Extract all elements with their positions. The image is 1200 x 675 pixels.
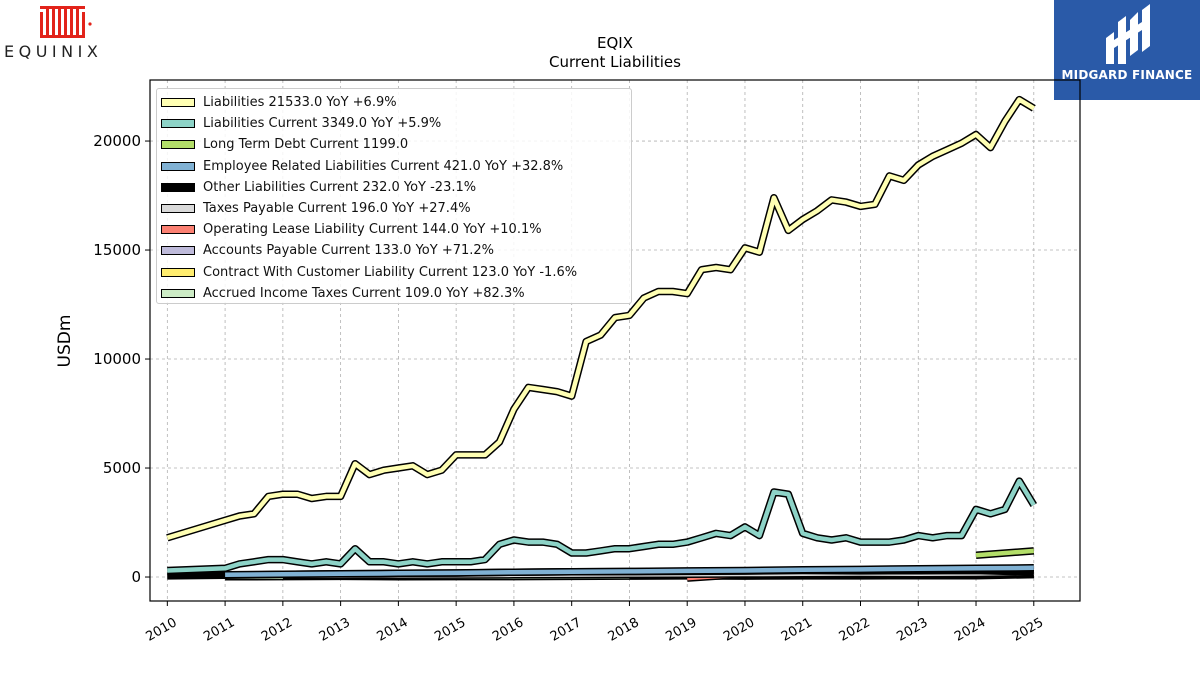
midgard-logo-text: MIDGARD FINANCE [1061, 68, 1193, 82]
y-axis-ticks: 0 5000 10000 15000 20000 [93, 132, 150, 586]
legend-swatch [161, 98, 195, 108]
equinix-logo-mark [40, 6, 92, 38]
legend-item: Accounts Payable Current 133.0 YoY +71.2… [161, 240, 631, 261]
x-tick-label: 2014 [375, 615, 411, 645]
x-tick-label: 2020 [721, 615, 757, 645]
chart-title: EQIX [597, 34, 633, 52]
series-line [975, 548, 1034, 558]
legend-swatch [161, 161, 195, 171]
series-layer [166, 95, 1038, 582]
chart-legend: Liabilities 21533.0 YoY +6.9% Liabilities… [156, 88, 632, 304]
series-liabilities-current [167, 477, 1038, 575]
x-tick-label: 2016 [490, 615, 526, 645]
legend-label: Operating Lease Liability Current 144.0 … [203, 222, 542, 238]
legend-label: Other Liabilities Current 232.0 YoY -23.… [203, 179, 477, 195]
legend-item: Other Liabilities Current 232.0 YoY -23.… [161, 177, 631, 198]
series-long-term-debt-current [975, 547, 1035, 559]
plot-frame [149, 79, 1081, 602]
x-tick-label: 2011 [201, 615, 237, 645]
x-axis-ticks: 2010 2011 2012 2013 2014 2015 2016 2017 2018 2019… [143, 601, 1046, 645]
series-employee-related-liabilities-current [225, 564, 1034, 579]
x-tick-label: 2025 [1010, 615, 1046, 645]
series-line [166, 97, 1035, 540]
x-tick-label: 2013 [317, 615, 353, 645]
x-tick-label: 2019 [663, 615, 699, 645]
legend-item: Liabilities Current 3349.0 YoY +5.9% [161, 113, 631, 134]
equinix-logo: EQUINIX [0, 0, 130, 70]
y-axis-label: USDm [55, 315, 75, 368]
legend-label: Liabilities 21533.0 YoY +6.9% [203, 95, 397, 111]
legend-label: Long Term Debt Current 1199.0 [203, 137, 409, 153]
legend-label: Liabilities Current 3349.0 YoY +5.9% [203, 116, 442, 132]
series-line [167, 478, 1036, 573]
legend-label: Contract With Customer Liability Current… [203, 264, 578, 280]
legend-swatch [161, 246, 195, 256]
y-tick-label: 5000 [103, 459, 141, 477]
x-tick-label: 2023 [894, 615, 930, 645]
midgard-finance-logo: MIDGARD FINANCE [1054, 0, 1200, 100]
legend-swatch [161, 140, 195, 150]
x-tick-label: 2015 [432, 615, 468, 645]
y-tick-label: 15000 [93, 241, 141, 259]
legend-item: Long Term Debt Current 1199.0 [161, 134, 631, 155]
legend-label: Taxes Payable Current 196.0 YoY +27.4% [203, 201, 471, 217]
series-liabilities [166, 95, 1036, 542]
midgard-logo-mark [1106, 4, 1150, 64]
x-tick-label: 2024 [952, 615, 988, 645]
x-tick-label: 2017 [548, 615, 584, 645]
x-tick-label: 2010 [143, 615, 179, 645]
y-tick-label: 10000 [93, 350, 141, 368]
legend-item: Operating Lease Liability Current 144.0 … [161, 219, 631, 240]
y-tick-label: 20000 [93, 132, 141, 150]
series-line [225, 565, 1034, 578]
legend-item: Contract With Customer Liability Current… [161, 262, 631, 283]
legend-label: Employee Related Liabilities Current 421… [203, 158, 564, 174]
x-tick-label: 2021 [779, 615, 815, 645]
legend-swatch [161, 182, 195, 192]
legend-item: Employee Related Liabilities Current 421… [161, 156, 631, 177]
chart-subtitle: Current Liabilities [549, 53, 681, 71]
legend-swatch [161, 267, 195, 277]
legend-swatch [161, 288, 195, 298]
y-tick-label: 0 [131, 568, 141, 586]
x-tick-label: 2018 [606, 615, 642, 645]
x-tick-label: 2012 [259, 615, 295, 645]
legend-item: Liabilities 21533.0 YoY +6.9% [161, 92, 631, 113]
legend-swatch [161, 225, 195, 235]
equinix-logo-text: EQUINIX [4, 42, 103, 61]
legend-item: Accrued Income Taxes Current 109.0 YoY +… [161, 283, 631, 304]
legend-swatch [161, 204, 195, 214]
x-tick-label: 2022 [837, 615, 873, 645]
legend-label: Accounts Payable Current 133.0 YoY +71.2… [203, 243, 495, 259]
legend-label: Accrued Income Taxes Current 109.0 YoY +… [203, 285, 525, 301]
legend-item: Taxes Payable Current 196.0 YoY +27.4% [161, 198, 631, 219]
legend-swatch [161, 119, 195, 129]
